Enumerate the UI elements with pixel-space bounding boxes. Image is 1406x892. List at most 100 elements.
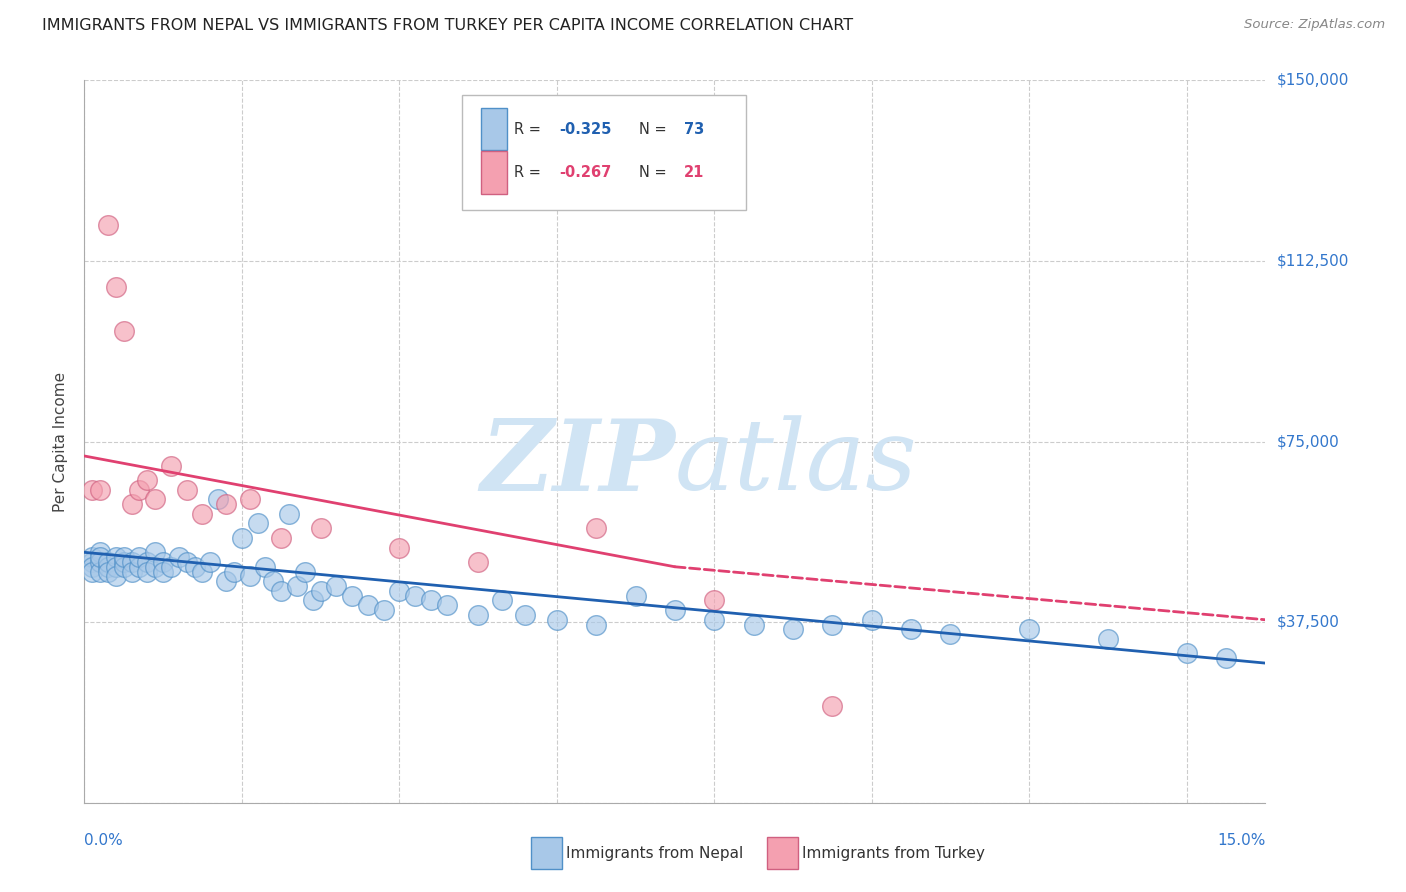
Point	[207, 492, 229, 507]
Point	[176, 555, 198, 569]
Point	[467, 607, 489, 622]
Point	[121, 497, 143, 511]
Point	[270, 583, 292, 598]
Point	[160, 559, 183, 574]
Point	[703, 593, 725, 607]
Point	[143, 559, 166, 574]
Point	[128, 550, 150, 565]
Point	[254, 559, 277, 574]
Point	[112, 555, 135, 569]
Point	[301, 593, 323, 607]
Point	[703, 613, 725, 627]
Text: 0.0%: 0.0%	[84, 833, 124, 848]
Point	[309, 521, 332, 535]
Point	[167, 550, 190, 565]
Point	[128, 559, 150, 574]
Point	[104, 550, 127, 565]
Point	[136, 473, 159, 487]
FancyBboxPatch shape	[531, 838, 561, 870]
Point	[97, 565, 120, 579]
Point	[309, 583, 332, 598]
Point	[82, 565, 104, 579]
Point	[152, 565, 174, 579]
Point	[404, 589, 426, 603]
Point	[89, 565, 111, 579]
Point	[112, 324, 135, 338]
Text: IMMIGRANTS FROM NEPAL VS IMMIGRANTS FROM TURKEY PER CAPITA INCOME CORRELATION CH: IMMIGRANTS FROM NEPAL VS IMMIGRANTS FROM…	[42, 18, 853, 33]
Point	[821, 617, 844, 632]
Point	[97, 559, 120, 574]
Point	[373, 603, 395, 617]
Text: N =: N =	[640, 165, 672, 180]
Point	[239, 569, 262, 583]
Point	[419, 593, 441, 607]
Point	[176, 483, 198, 497]
Point	[143, 492, 166, 507]
Text: $112,500: $112,500	[1277, 253, 1348, 268]
Text: ZIP: ZIP	[479, 415, 675, 511]
Point	[82, 550, 104, 565]
Point	[294, 565, 316, 579]
Text: R =: R =	[515, 122, 546, 136]
Point	[624, 589, 647, 603]
Point	[782, 623, 804, 637]
Point	[939, 627, 962, 641]
Point	[239, 492, 262, 507]
Point	[183, 559, 205, 574]
Point	[388, 541, 411, 555]
Y-axis label: Per Capita Income: Per Capita Income	[53, 371, 69, 512]
Point	[491, 593, 513, 607]
Point	[89, 545, 111, 559]
Point	[1215, 651, 1237, 665]
Point	[1175, 647, 1198, 661]
Point	[436, 599, 458, 613]
Point	[136, 555, 159, 569]
Point	[1097, 632, 1119, 646]
Point	[112, 559, 135, 574]
Point	[585, 617, 607, 632]
Point	[357, 599, 380, 613]
Point	[231, 531, 253, 545]
Text: $150,000: $150,000	[1277, 73, 1348, 87]
Point	[664, 603, 686, 617]
Text: -0.267: -0.267	[560, 165, 612, 180]
FancyBboxPatch shape	[481, 151, 508, 194]
Text: Immigrants from Nepal: Immigrants from Nepal	[567, 846, 744, 861]
Text: Immigrants from Turkey: Immigrants from Turkey	[803, 846, 986, 861]
Point	[152, 555, 174, 569]
Point	[860, 613, 883, 627]
FancyBboxPatch shape	[768, 838, 797, 870]
Point	[191, 507, 214, 521]
Text: R =: R =	[515, 165, 546, 180]
Point	[467, 555, 489, 569]
Point	[222, 565, 245, 579]
Point	[82, 559, 104, 574]
Point	[1018, 623, 1040, 637]
Point	[585, 521, 607, 535]
Point	[340, 589, 363, 603]
Point	[246, 516, 269, 531]
Point	[97, 555, 120, 569]
Point	[104, 569, 127, 583]
Point	[278, 507, 301, 521]
Point	[136, 565, 159, 579]
Point	[82, 483, 104, 497]
Point	[89, 555, 111, 569]
FancyBboxPatch shape	[463, 95, 745, 211]
Point	[121, 565, 143, 579]
Point	[121, 555, 143, 569]
Text: atlas: atlas	[675, 416, 918, 511]
Point	[104, 559, 127, 574]
Text: $37,500: $37,500	[1277, 615, 1340, 630]
Text: -0.325: -0.325	[560, 122, 612, 136]
Point	[215, 497, 238, 511]
Point	[388, 583, 411, 598]
Point	[215, 574, 238, 589]
Text: Source: ZipAtlas.com: Source: ZipAtlas.com	[1244, 18, 1385, 31]
Point	[82, 555, 104, 569]
Text: 21: 21	[685, 165, 704, 180]
Point	[191, 565, 214, 579]
Point	[104, 280, 127, 294]
Point	[900, 623, 922, 637]
Point	[112, 550, 135, 565]
